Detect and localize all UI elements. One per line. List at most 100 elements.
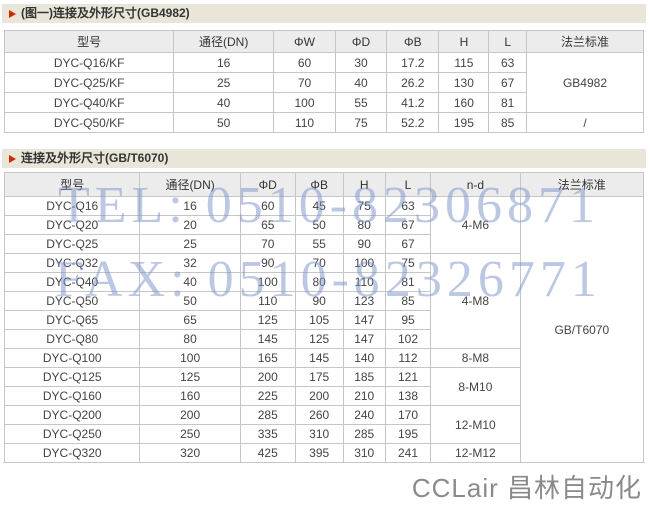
red-triangle-bullet-icon [9, 9, 16, 18]
table-cell: DYC-Q80 [3, 329, 141, 349]
table-cell: 210 [342, 386, 386, 406]
table-cell: DYC-Q320 [3, 443, 141, 463]
table-cell: 241 [384, 443, 432, 463]
table-cell: 145 [294, 348, 344, 368]
table-cell: 40 [139, 272, 241, 292]
column-header: 型号 [3, 172, 141, 197]
table-cell: 147 [342, 310, 386, 330]
table-cell: 100 [342, 253, 386, 273]
table-cell: 81 [384, 272, 432, 292]
table-cell: 175 [294, 367, 344, 387]
table-cell: 90 [294, 291, 344, 311]
table-cell: 55 [334, 92, 388, 113]
table-cell: 125 [239, 310, 296, 330]
red-triangle-bullet-icon [9, 154, 16, 163]
table-row: DYC-Q50/KF 50 110 75 52.2 195 85/ [3, 112, 644, 133]
table-cell: 165 [239, 348, 296, 368]
table-cell: 160 [438, 92, 490, 113]
table-cell: 70 [239, 234, 296, 254]
table-cell: 85 [488, 112, 527, 133]
table-cell: 81 [488, 92, 527, 113]
table-cell: DYC-Q160 [3, 386, 141, 406]
table-cell: DYC-Q125 [3, 367, 141, 387]
table-cell: 121 [384, 367, 432, 387]
table-cell: 55 [294, 234, 344, 254]
table-cell: 335 [239, 424, 296, 444]
table-row: DYC-Q16/KF 16 60 30 17.2 115 63 GB4982 [3, 52, 644, 113]
table-cell: 112 [384, 348, 432, 368]
column-header: n-d [430, 172, 521, 197]
table-cell: 250 [139, 424, 241, 444]
table-row: DYC-Q200 200 285 260 240 170 12-M10 [3, 405, 644, 444]
table-cell: 45 [294, 196, 344, 216]
table-cell: 75 [342, 196, 386, 216]
table-cell: 80 [294, 272, 344, 292]
table-cell: 20 [139, 215, 241, 235]
merged-table-cell: 8-M10 [430, 367, 521, 406]
table-cell: 63 [488, 52, 527, 73]
table-cell: DYC-Q40/KF [3, 92, 175, 113]
table-cell: 200 [239, 367, 296, 387]
table-cell: 67 [488, 72, 527, 93]
table-cell: 85 [384, 291, 432, 311]
table-cell: 70 [273, 72, 336, 93]
table-cell: DYC-Q50 [3, 291, 141, 311]
table-cell: 16 [139, 196, 241, 216]
table-cell: 115 [438, 52, 490, 73]
column-header: ΦB [294, 172, 344, 197]
table-cell: 140 [342, 348, 386, 368]
table-cell: 125 [294, 329, 344, 349]
table-cell: 95 [384, 310, 432, 330]
table-cell: 17.2 [386, 52, 440, 73]
column-header: 法兰标准 [519, 172, 645, 197]
table-row: DYC-Q16 16 60 45 75 63 4-M6 GB/T6070 [3, 196, 645, 463]
table-cell: DYC-Q16 [3, 196, 141, 216]
table-cell: 185 [342, 367, 386, 387]
table-cell: 123 [342, 291, 386, 311]
table-cell: 260 [294, 405, 344, 425]
table-cell: DYC-Q200 [3, 405, 141, 425]
table-header-row: 型号 通径(DN) ΦW ΦD ΦB H L 法兰标准 [3, 30, 644, 53]
table-cell: 200 [139, 405, 241, 425]
dimensions-table-gb4982: 型号 通径(DN) ΦW ΦD ΦB H L 法兰标准 DYC-Q16/KF 16 60 30 17.… [3, 30, 644, 133]
table-cell: DYC-Q25 [3, 234, 141, 254]
table-cell: 32 [139, 253, 241, 273]
table-cell: DYC-Q50/KF [3, 112, 175, 133]
column-header: 通径(DN) [173, 30, 275, 53]
section-header-gbt6070: 连接及外形尺寸(GB/T6070) [2, 149, 646, 168]
watermark-brand-logo: CCLair 昌林自动化 [411, 473, 642, 503]
column-header: ΦW [273, 30, 336, 53]
table-cell: 67 [384, 215, 432, 235]
table-cell: 225 [239, 386, 296, 406]
table-cell: 110 [342, 272, 386, 292]
table-cell: 65 [239, 215, 296, 235]
table-cell: 50 [294, 215, 344, 235]
column-header: ΦB [386, 30, 440, 53]
column-header: 型号 [3, 30, 175, 53]
column-header: L [384, 172, 432, 197]
table-cell: 52.2 [386, 112, 440, 133]
merged-table-cell: 8-M8 [430, 348, 521, 368]
merged-table-cell: GB/T6070 [519, 196, 645, 463]
table-cell: 195 [438, 112, 490, 133]
table-cell: 70 [294, 253, 344, 273]
table-cell: 30 [334, 52, 388, 73]
table-cell: 285 [342, 424, 386, 444]
table-cell: 40 [173, 92, 275, 113]
table-row: DYC-Q25 25 70 55 90 67 [3, 234, 644, 254]
table-row: DYC-Q100 100 165 145 140 112 8-M8 [3, 348, 644, 368]
merged-table-cell: 12-M10 [430, 405, 521, 444]
table-cell: DYC-Q20 [3, 215, 141, 235]
table-row: DYC-Q250 250 335 310 285 195 [3, 424, 644, 444]
table-cell: DYC-Q25/KF [3, 72, 175, 93]
column-header: ΦD [239, 172, 296, 197]
merged-table-cell: GB4982 [526, 52, 644, 113]
table-cell: 170 [384, 405, 432, 425]
table-cell: 310 [294, 424, 344, 444]
table-row: DYC-Q65 65 125 105 147 95 [3, 310, 644, 330]
table-cell: 320 [139, 443, 241, 463]
table-cell: 60 [273, 52, 336, 73]
column-header: 法兰标准 [526, 30, 644, 53]
column-header: 通径(DN) [139, 172, 241, 197]
